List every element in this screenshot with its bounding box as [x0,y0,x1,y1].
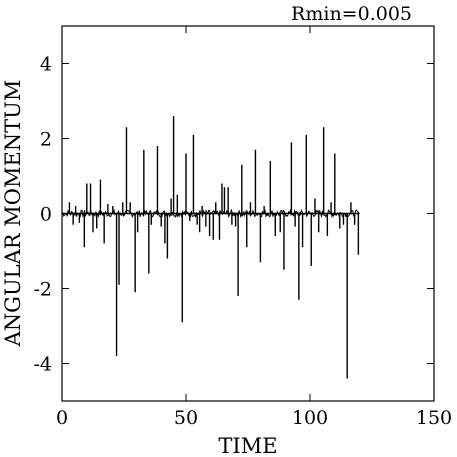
x-axis-title: TIME [218,434,277,457]
y-tick-label: 4 [40,54,52,76]
y-tick-label: -4 [33,354,52,376]
y-axis-ticks: -4 -2 0 2 4 [33,54,434,376]
y-tick-label: -2 [33,279,52,301]
y-axis-title: ANGULAR MOMENTUM [1,80,25,348]
x-tick-label: 0 [56,407,68,429]
y-tick-label: 0 [40,204,52,226]
x-axis-ticks: 0 50 100 150 [56,26,452,429]
y-tick-label: 2 [40,129,52,151]
noise-trace [61,208,360,219]
x-tick-label: 100 [292,407,328,429]
x-tick-label: 150 [416,407,452,429]
rmin-annotation: Rmin=0.005 [291,3,412,25]
angular-momentum-series [61,116,360,379]
x-tick-label: 50 [174,407,198,429]
